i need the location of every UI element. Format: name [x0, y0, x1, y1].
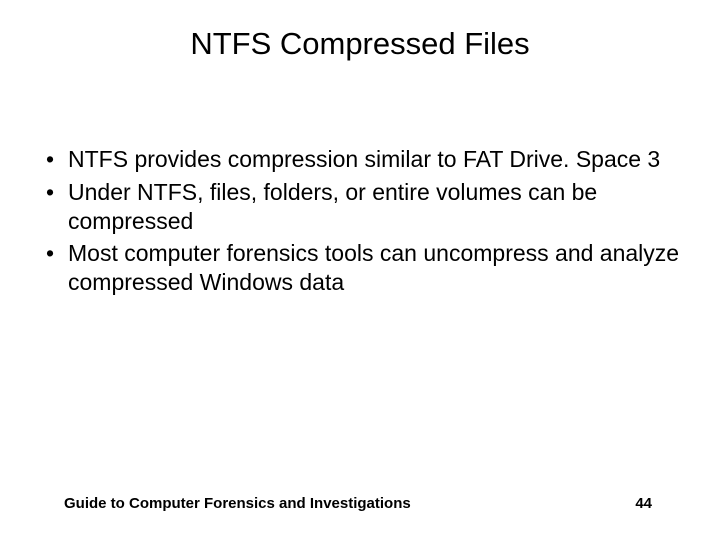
- list-item: Under NTFS, files, folders, or entire vo…: [40, 178, 680, 236]
- page-number: 44: [635, 495, 656, 512]
- slide-title: NTFS Compressed Files: [0, 0, 720, 72]
- footer-text: Guide to Computer Forensics and Investig…: [64, 495, 411, 512]
- slide-footer: Guide to Computer Forensics and Investig…: [0, 495, 720, 512]
- slide-container: NTFS Compressed Files NTFS provides comp…: [0, 0, 720, 540]
- list-item: NTFS provides compression similar to FAT…: [40, 145, 680, 174]
- content-area: NTFS provides compression similar to FAT…: [40, 145, 680, 301]
- list-item: Most computer forensics tools can uncomp…: [40, 239, 680, 297]
- bullet-list: NTFS provides compression similar to FAT…: [40, 145, 680, 297]
